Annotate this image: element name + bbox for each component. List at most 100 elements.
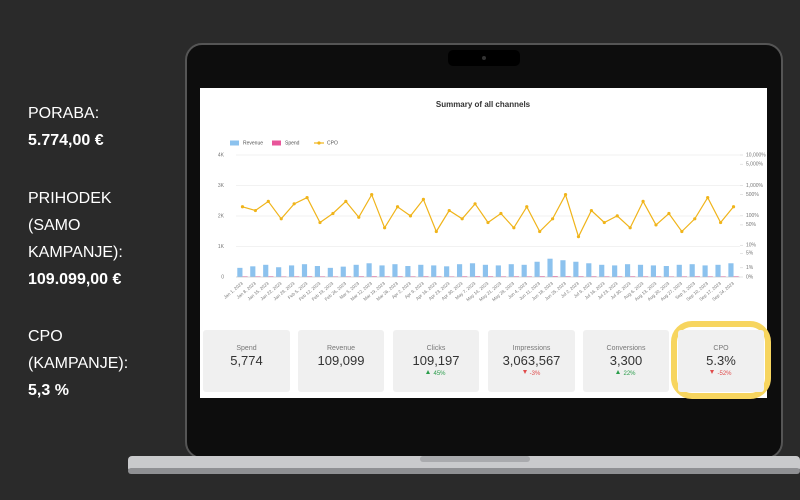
bar <box>733 276 739 277</box>
bar <box>423 276 429 277</box>
bar <box>526 276 532 277</box>
bar <box>513 276 520 277</box>
kpi-card: Clicks 109,197 45% <box>393 330 479 392</box>
kpi-value: 3,300 <box>609 353 643 368</box>
bar <box>612 265 618 277</box>
cpo-point <box>576 235 581 239</box>
kpi-card: Conversions 3,300 22% <box>583 330 669 392</box>
bar <box>436 276 442 277</box>
cpo-point <box>370 193 374 197</box>
cpo-point <box>615 214 619 218</box>
highlight <box>671 321 771 399</box>
legend-label: Spend <box>285 140 300 146</box>
bar <box>643 276 649 277</box>
plot: 0 1K 2K 3K 4K 0% 1% 5% 10% 50% 100% 500% 1,000% 5,000… <box>218 140 766 302</box>
sidebar-label: CPO (KAMPANJE): <box>28 328 129 372</box>
bar <box>397 276 403 277</box>
y2-tick-label: 1% <box>746 265 754 271</box>
cpo-point <box>602 220 606 225</box>
bar <box>444 266 450 277</box>
bar <box>591 276 597 277</box>
bar <box>508 264 514 277</box>
kpi-label: Revenue <box>326 345 356 352</box>
bar <box>301 264 308 277</box>
kpi-value: 109,099 <box>317 353 365 368</box>
y-tick-label: 3K <box>218 183 225 189</box>
bar <box>552 276 558 277</box>
bar <box>650 265 656 277</box>
bar <box>715 264 721 277</box>
bar <box>327 267 333 277</box>
cpo-point <box>641 199 645 204</box>
sidebar-value: 5,3 % <box>28 382 69 399</box>
bar <box>676 264 682 277</box>
cpo-point <box>473 202 477 206</box>
sidebar-item: CPO (KAMPANJE): 5,3 % <box>28 323 140 404</box>
cpo-point <box>460 217 464 221</box>
y2-tick-label: 500% <box>746 192 759 198</box>
y-tick-label: 0 <box>221 274 224 280</box>
cpo-point <box>667 211 671 216</box>
bar <box>384 276 390 277</box>
cpo-point <box>731 205 736 209</box>
cpo-point <box>551 217 555 221</box>
cpo-point <box>253 208 257 213</box>
y2-tick-label: 10,000% <box>746 152 766 158</box>
kpi-value: 109,197 <box>412 353 460 368</box>
cpo-point <box>538 229 542 234</box>
cpo-point <box>279 217 283 221</box>
y-tick-label: 2K <box>218 213 225 219</box>
bar <box>358 276 364 277</box>
bar <box>456 264 463 277</box>
bar <box>630 276 636 277</box>
cpo-point <box>706 196 710 200</box>
cpo-point <box>357 215 361 219</box>
y2-tick-label: 10% <box>746 243 757 249</box>
bar <box>340 266 346 277</box>
bar <box>604 276 610 277</box>
sidebar-item: PRIHODEK (SAMO KAMPANJE): 109.099,00 € <box>28 185 140 293</box>
kpi-change: -52% <box>678 370 764 377</box>
bar <box>694 276 700 277</box>
cpo-point <box>421 197 425 201</box>
bar <box>534 261 540 277</box>
cpo-point <box>331 211 335 216</box>
cpo-point <box>240 205 245 209</box>
bar <box>288 265 295 277</box>
kpi-label: Conversions <box>606 345 646 352</box>
bar <box>500 276 507 277</box>
kpi-card: Spend 5,774 <box>203 330 290 392</box>
cpo-point <box>628 226 632 230</box>
cpo-point <box>434 229 438 234</box>
bar <box>681 276 688 277</box>
bar <box>353 264 359 277</box>
bar <box>276 267 282 277</box>
kpi-card: Impressions 3,063,567 -3% <box>488 330 575 392</box>
bar <box>366 263 372 277</box>
sidebar-label: PRIHODEK (SAMO KAMPANJE): <box>28 190 123 261</box>
cpo-point <box>512 226 516 230</box>
cpo-point <box>589 208 593 213</box>
kpi-change: -3% <box>488 370 575 377</box>
bar <box>307 276 313 277</box>
cpo-point <box>266 199 270 204</box>
cpo-point <box>395 205 400 209</box>
bar <box>268 276 274 277</box>
bar <box>689 264 695 277</box>
legend-label: CPO <box>327 140 338 146</box>
y-tick-label: 1K <box>218 244 225 250</box>
bar <box>488 276 494 277</box>
cpo-point <box>383 226 387 230</box>
bar <box>637 264 644 277</box>
y2-tick-label: 5,000% <box>746 162 764 168</box>
cpo-point <box>499 211 503 216</box>
cpo-point <box>344 199 348 204</box>
cpo-point <box>693 217 697 221</box>
y2-tick-label: 1,000% <box>746 183 764 189</box>
kpi-label: Spend <box>236 345 257 352</box>
chart-title: Summary of all channels <box>436 100 531 109</box>
sidebar-label: PORABA: <box>28 105 100 122</box>
bar <box>431 265 437 277</box>
bar <box>586 263 592 277</box>
